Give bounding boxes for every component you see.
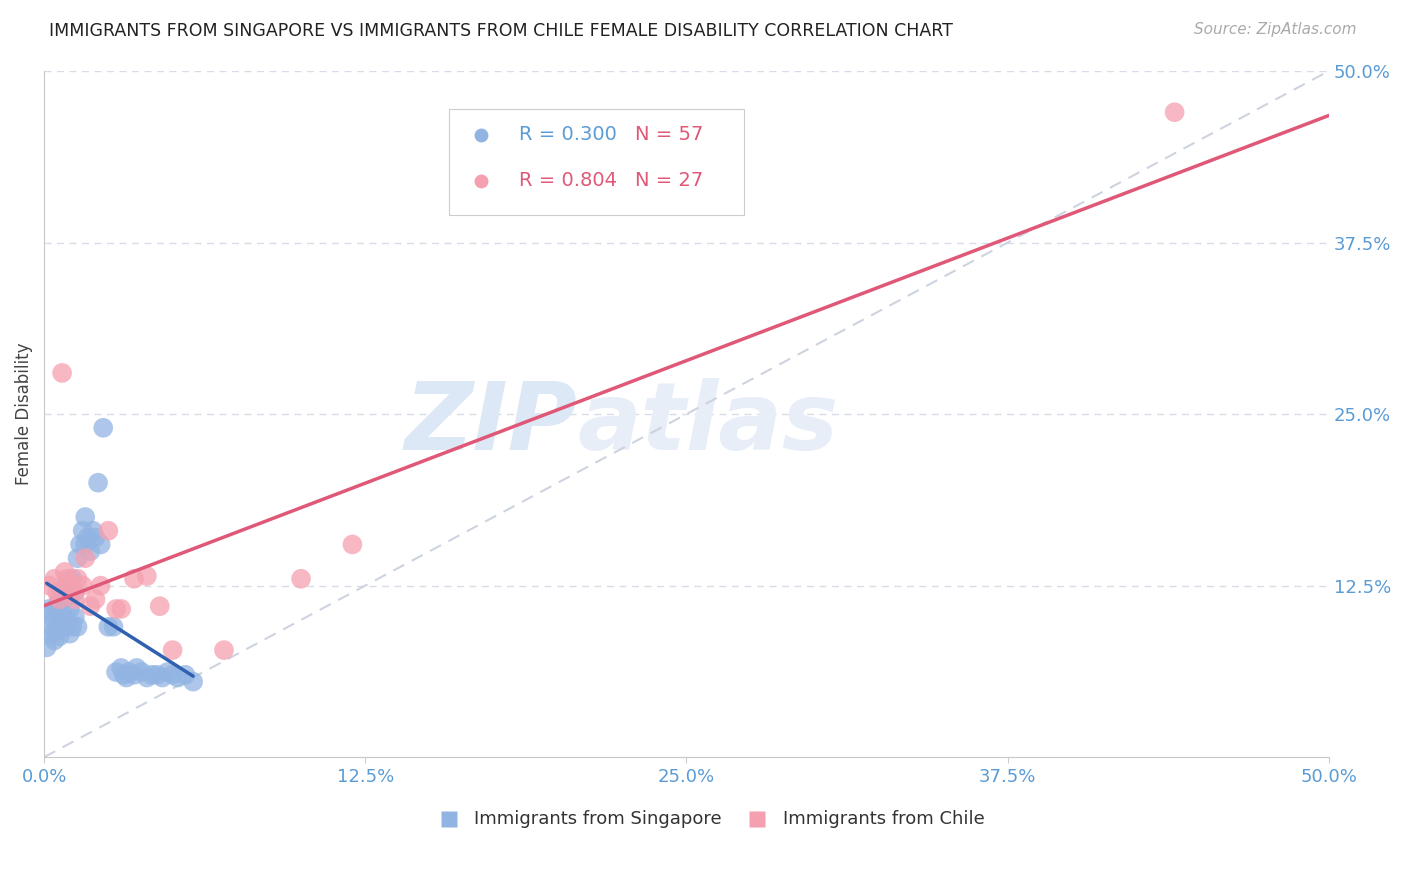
Text: Immigrants from Chile: Immigrants from Chile: [783, 810, 984, 828]
Point: [38, 620, 60, 634]
Point: [51, 582, 73, 597]
Point: [166, 671, 188, 685]
Point: [91, 421, 114, 435]
Point: [72, 524, 94, 538]
Point: [63, 592, 86, 607]
Point: [122, 572, 145, 586]
Point: [75, 537, 97, 551]
Point: [69, 537, 91, 551]
Point: [118, 665, 141, 679]
Point: [115, 671, 138, 685]
Point: [90, 579, 112, 593]
Text: atlas: atlas: [578, 378, 838, 470]
Point: [48, 629, 70, 643]
Point: [76, 531, 98, 545]
Point: [79, 544, 101, 558]
Point: [110, 602, 132, 616]
Point: [46, 585, 69, 599]
Point: [60, 620, 83, 634]
Point: [156, 665, 179, 679]
Text: IMMIGRANTS FROM SINGAPORE VS IMMIGRANTS FROM CHILE FEMALE DISABILITY CORRELATION: IMMIGRANTS FROM SINGAPORE VS IMMIGRANTS …: [49, 22, 953, 40]
Point: [48, 592, 70, 607]
Point: [72, 579, 94, 593]
Point: [60, 572, 83, 586]
FancyBboxPatch shape: [449, 109, 744, 215]
Point: [38, 579, 60, 593]
Text: N = 57: N = 57: [636, 126, 703, 145]
Point: [1163, 105, 1185, 120]
Point: [146, 667, 169, 681]
Point: [97, 620, 120, 634]
Point: [342, 537, 364, 551]
Point: [135, 671, 157, 685]
Point: [84, 531, 107, 545]
Point: [59, 626, 82, 640]
Point: [135, 569, 157, 583]
Text: Source: ZipAtlas.com: Source: ZipAtlas.com: [1194, 22, 1357, 37]
Point: [162, 643, 184, 657]
Point: [51, 366, 73, 380]
Point: [41, 606, 63, 620]
Point: [125, 661, 148, 675]
Point: [90, 537, 112, 551]
Point: [66, 551, 89, 566]
Point: [60, 585, 83, 599]
Y-axis label: Female Disability: Female Disability: [15, 343, 32, 485]
Point: [110, 661, 132, 675]
Point: [84, 592, 107, 607]
Point: [103, 620, 125, 634]
Point: [105, 665, 128, 679]
Text: R = 0.300: R = 0.300: [519, 126, 617, 145]
Point: [174, 667, 197, 681]
Point: [56, 613, 79, 627]
Point: [48, 615, 70, 630]
Point: [53, 592, 76, 607]
Point: [75, 551, 97, 566]
Point: [63, 585, 86, 599]
Point: [97, 524, 120, 538]
Point: [290, 572, 312, 586]
Text: ZIP: ZIP: [405, 378, 578, 470]
Point: [105, 602, 128, 616]
Point: [48, 592, 70, 607]
Point: [53, 565, 76, 579]
Point: [56, 579, 79, 593]
Point: [38, 602, 60, 616]
Point: [41, 626, 63, 640]
Point: [44, 572, 66, 586]
Point: [82, 524, 104, 538]
Point: [79, 599, 101, 614]
Point: [150, 671, 173, 685]
Point: [66, 620, 89, 634]
Point: [46, 599, 69, 614]
Point: [75, 510, 97, 524]
Point: [59, 602, 82, 616]
Text: Immigrants from Singapore: Immigrants from Singapore: [474, 810, 723, 828]
Point: [112, 667, 135, 681]
Point: [122, 667, 145, 681]
Point: [56, 572, 79, 586]
Point: [59, 579, 82, 593]
Point: [131, 665, 153, 679]
Point: [149, 599, 172, 614]
Point: [181, 674, 204, 689]
Point: [162, 667, 184, 681]
Point: [141, 667, 163, 681]
Point: [44, 613, 66, 627]
Point: [35, 640, 58, 655]
Point: [66, 572, 89, 586]
Point: [87, 475, 110, 490]
Point: [63, 610, 86, 624]
Point: [59, 588, 82, 602]
Text: N = 27: N = 27: [636, 171, 703, 190]
Point: [44, 633, 66, 648]
Point: [51, 606, 73, 620]
Text: R = 0.804: R = 0.804: [519, 171, 617, 190]
Point: [46, 624, 69, 638]
Point: [212, 643, 235, 657]
Point: [53, 620, 76, 634]
